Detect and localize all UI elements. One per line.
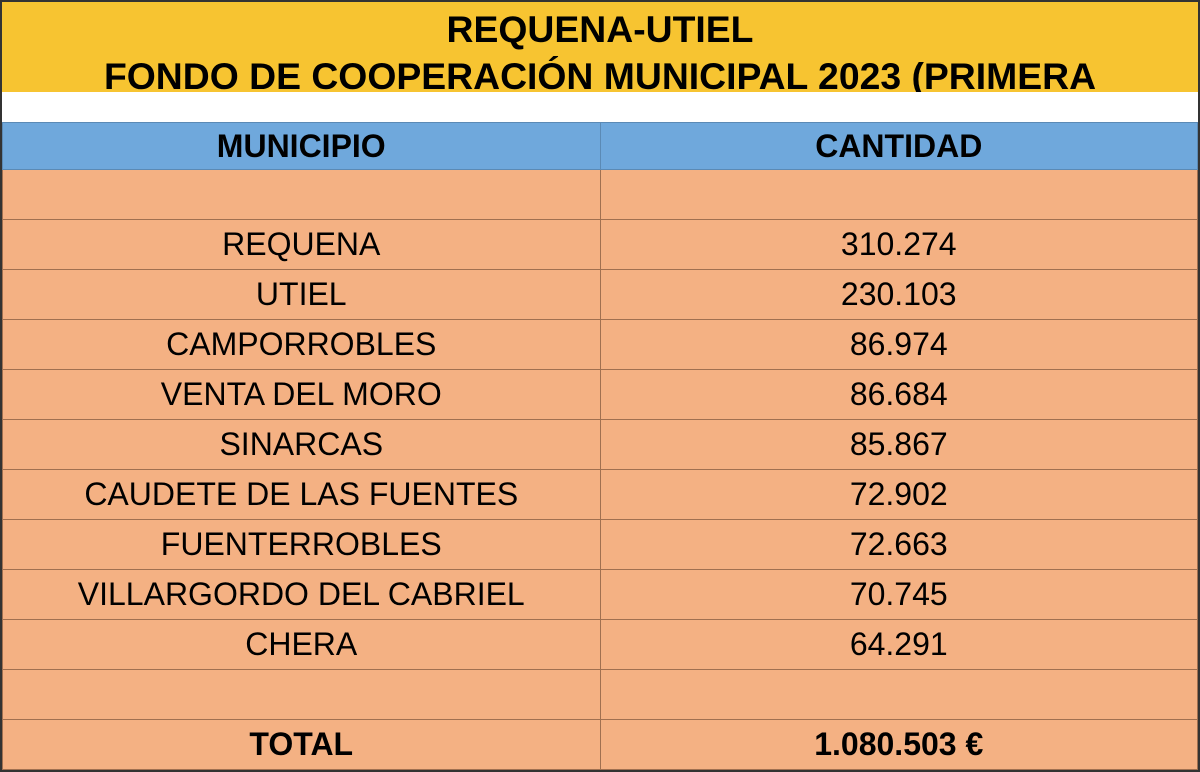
cell-cantidad: 70.745 xyxy=(600,570,1198,620)
table-header-row: MUNICIPIO CANTIDAD xyxy=(3,123,1198,170)
cell-municipio: VILLARGORDO DEL CABRIEL xyxy=(3,570,601,620)
cell-municipio: CAUDETE DE LAS FUENTES xyxy=(3,470,601,520)
table-row: CAMPORROBLES86.974 xyxy=(3,320,1198,370)
cell-municipio: CAMPORROBLES xyxy=(3,320,601,370)
table-row: SINARCAS85.867 xyxy=(3,420,1198,470)
data-table: MUNICIPIO CANTIDAD REQUENA310.274UTIEL23… xyxy=(2,122,1198,770)
cell-cantidad: 230.103 xyxy=(600,270,1198,320)
cell-municipio: VENTA DEL MORO xyxy=(3,370,601,420)
table-body: REQUENA310.274UTIEL230.103CAMPORROBLES86… xyxy=(3,170,1198,770)
cell-cantidad: 86.974 xyxy=(600,320,1198,370)
cell-municipio: FUENTERROBLES xyxy=(3,520,601,570)
table-row: CHERA64.291 xyxy=(3,620,1198,670)
cell-cantidad: 64.291 xyxy=(600,620,1198,670)
table-row: FUENTERROBLES72.663 xyxy=(3,520,1198,570)
cell-municipio: UTIEL xyxy=(3,270,601,320)
document-container: REQUENA-UTIEL FONDO DE COOPERACIÓN MUNIC… xyxy=(0,0,1200,772)
cell-cantidad: 72.663 xyxy=(600,520,1198,570)
title-table-gap xyxy=(2,92,1198,122)
table-row: REQUENA310.274 xyxy=(3,220,1198,270)
table-spacer-cell xyxy=(600,670,1198,720)
title-line-1: REQUENA-UTIEL xyxy=(10,6,1190,53)
table-spacer-cell xyxy=(3,170,601,220)
table-spacer-cell xyxy=(3,670,601,720)
table-spacer-cell xyxy=(600,170,1198,220)
cell-cantidad: 72.902 xyxy=(600,470,1198,520)
table-row: UTIEL230.103 xyxy=(3,270,1198,320)
cell-municipio: CHERA xyxy=(3,620,601,670)
cell-cantidad: 310.274 xyxy=(600,220,1198,270)
table-row: VILLARGORDO DEL CABRIEL70.745 xyxy=(3,570,1198,620)
cell-cantidad: 86.684 xyxy=(600,370,1198,420)
title-block: REQUENA-UTIEL FONDO DE COOPERACIÓN MUNIC… xyxy=(2,2,1198,92)
cell-municipio: SINARCAS xyxy=(3,420,601,470)
total-label: TOTAL xyxy=(3,720,601,770)
cell-municipio: REQUENA xyxy=(3,220,601,270)
col-header-municipio: MUNICIPIO xyxy=(3,123,601,170)
table-spacer-row xyxy=(3,170,1198,220)
col-header-cantidad: CANTIDAD xyxy=(600,123,1198,170)
total-value: 1.080.503 € xyxy=(600,720,1198,770)
table-total-row: TOTAL1.080.503 € xyxy=(3,720,1198,770)
cell-cantidad: 85.867 xyxy=(600,420,1198,470)
table-row: VENTA DEL MORO86.684 xyxy=(3,370,1198,420)
table-row: CAUDETE DE LAS FUENTES72.902 xyxy=(3,470,1198,520)
table-spacer-row xyxy=(3,670,1198,720)
